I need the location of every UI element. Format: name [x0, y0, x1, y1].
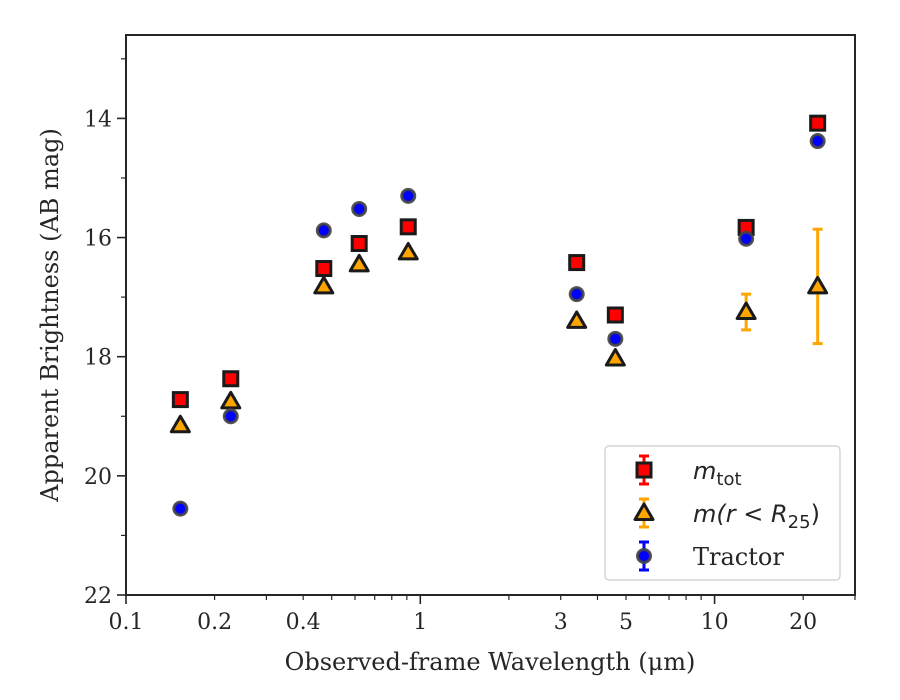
legend-label: mtot [693, 457, 742, 490]
x-tick-label: 20 [789, 610, 817, 635]
legend-marker [635, 461, 653, 479]
data-point [568, 286, 585, 303]
data-point [313, 275, 335, 295]
y-tick-label: 14 [84, 107, 112, 132]
legend-box [604, 445, 841, 581]
x-tick-label: 0.2 [197, 610, 232, 635]
x-axis: 0.1 0.2 0.4 1 3 5 10 20 [109, 595, 856, 635]
y-tick-label: 22 [84, 584, 112, 609]
plot-frame [125, 34, 856, 596]
data-point [738, 230, 755, 247]
data-point [566, 310, 588, 329]
data-point [348, 253, 370, 273]
data-point [399, 218, 417, 236]
data-point [222, 370, 240, 388]
data-point [315, 260, 333, 278]
legend-entry: m(r < R25) [633, 497, 820, 533]
data-point [809, 133, 826, 150]
legend-marker [636, 548, 652, 564]
series-1 [171, 114, 827, 409]
x-tick-label: 0.1 [109, 610, 144, 635]
data-point [400, 187, 417, 204]
data-point [735, 301, 757, 321]
x-tick-label: 1 [413, 610, 427, 635]
legend-label: m(r < R25) [693, 500, 820, 533]
legend-label-sub: 25 [788, 512, 811, 533]
data-point [351, 200, 368, 217]
data-point [604, 347, 626, 367]
legend: mtot m(r < R25) Tractor [604, 445, 841, 581]
legend-label: Tractor [693, 543, 784, 571]
x-tick-label: 5 [619, 610, 633, 635]
data-point [222, 408, 239, 425]
plot-area [125, 34, 856, 596]
data-point [397, 241, 419, 261]
data-point [568, 254, 586, 272]
data-point [172, 500, 189, 517]
data-point [315, 222, 332, 239]
series-2 [169, 227, 829, 434]
y-tick-label: 16 [84, 227, 112, 252]
data-point [220, 390, 242, 410]
data-point [809, 114, 827, 132]
y-tick-label: 18 [84, 346, 112, 371]
legend-entry: Tractor [636, 540, 784, 572]
data-point [606, 306, 624, 324]
legend-label-prefix: m(r < R [693, 500, 788, 528]
y-axis-title: Apparent Brightness (AB mag) [36, 128, 64, 503]
data-point [350, 235, 368, 253]
data-point [169, 414, 191, 434]
y-axis: 14 16 18 20 22 [84, 58, 126, 609]
legend-entry: mtot [635, 454, 742, 490]
data-point [607, 330, 624, 347]
data-point [807, 275, 829, 295]
legend-label-suffix: ) [811, 500, 820, 528]
x-tick-label: 10 [701, 610, 729, 635]
x-tick-label: 0.4 [286, 610, 321, 635]
x-axis-title: Observed-frame Wavelength (μm) [285, 648, 696, 676]
data-point [171, 391, 189, 409]
legend-label-sub: tot [716, 469, 741, 490]
legend-marker [633, 502, 655, 521]
series-3 [172, 133, 826, 517]
y-tick-label: 20 [84, 465, 112, 490]
x-tick-label: 3 [554, 610, 568, 635]
legend-label-base: m [693, 457, 716, 485]
